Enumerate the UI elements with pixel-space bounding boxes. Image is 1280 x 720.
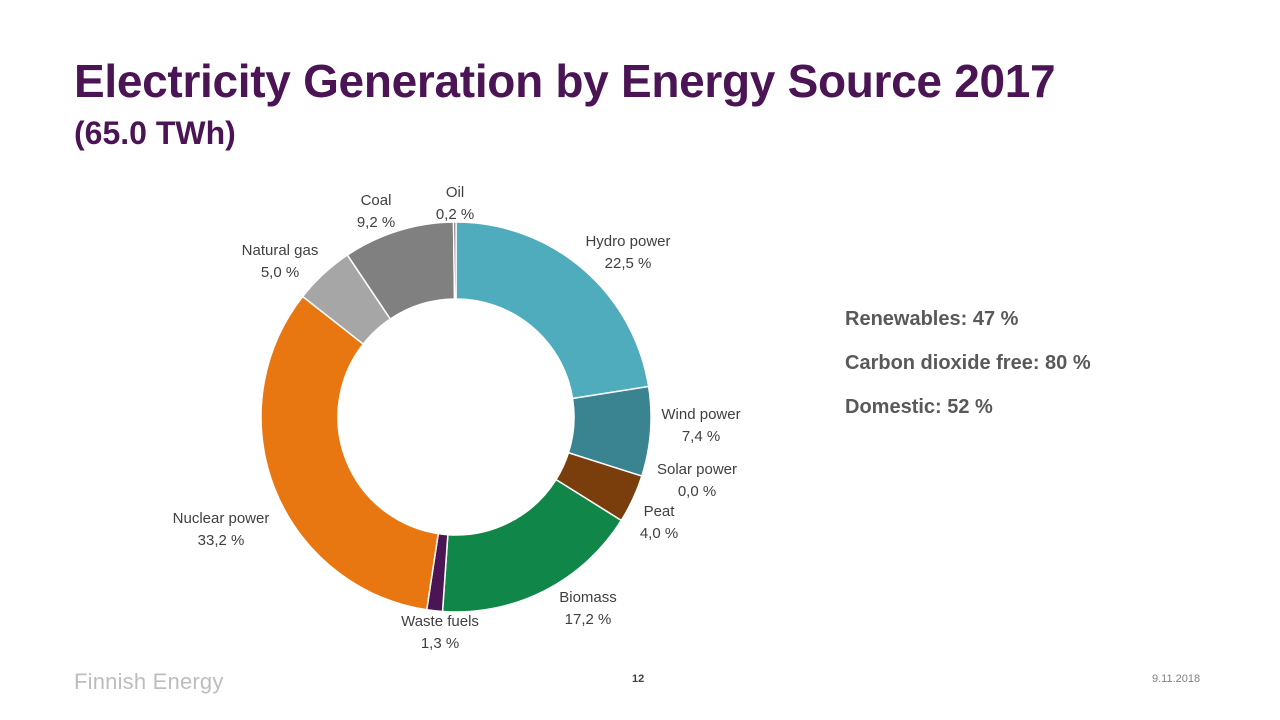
donut-slices	[260, 221, 652, 613]
slide-date: 9.11.2018	[1152, 673, 1201, 685]
fact-domestic: Domestic: 52 %	[845, 396, 993, 418]
page-number: 12	[632, 673, 645, 685]
label-nuclear-power: Nuclear power 33,2 %	[173, 510, 270, 549]
finnish-energy-logo: Finnish Energy	[74, 669, 224, 694]
page-subtitle: (65.0 TWh)	[74, 115, 236, 151]
key-facts: Renewables: 47 % Carbon dioxide free: 80…	[845, 308, 1091, 440]
label-peat: Peat 4,0 %	[640, 503, 678, 542]
slice-hydro-power	[455, 221, 650, 400]
label-wind-power: Wind power 7,4 %	[661, 406, 740, 445]
donut-labels: Hydro power 22,5 % Wind power 7,4 % Solar po…	[173, 184, 741, 652]
fact-renewables: Renewables: 47 %	[845, 308, 1019, 330]
page-title: Electricity Generation by Energy Source …	[74, 55, 1056, 107]
label-waste-fuels: Waste fuels 1,3 %	[401, 613, 479, 652]
fact-carbon-free: Carbon dioxide free: 80 %	[845, 352, 1091, 374]
label-oil: Oil 0,2 %	[436, 184, 474, 223]
label-natural-gas: Natural gas 5,0 %	[242, 242, 319, 281]
label-hydro-power: Hydro power 22,5 %	[585, 233, 670, 272]
label-solar-power: Solar power 0,0 %	[657, 461, 737, 500]
label-coal: Coal 9,2 %	[357, 192, 395, 231]
label-biomass: Biomass 17,2 %	[559, 589, 617, 628]
slice-nuclear-power	[260, 295, 440, 611]
slice-oil	[452, 221, 457, 300]
